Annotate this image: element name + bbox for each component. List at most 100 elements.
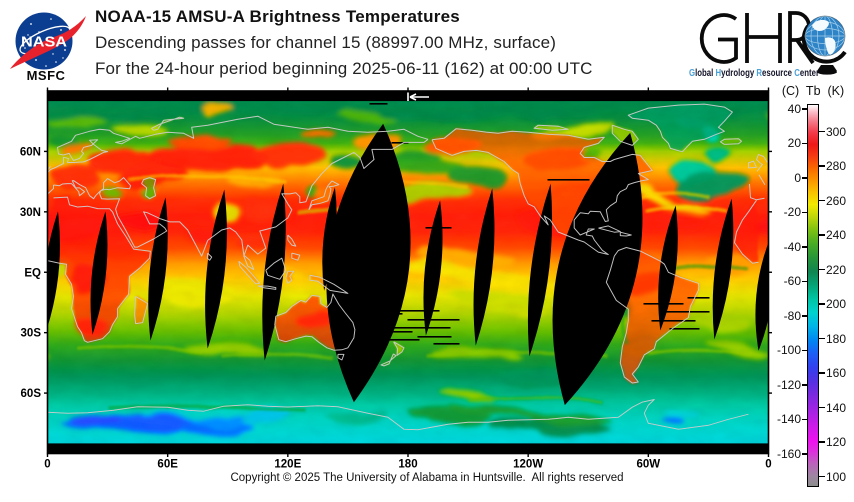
colorbar-tick-celsius [801, 108, 807, 110]
lat-tick-label: 60S [21, 388, 42, 400]
coastline-new-zealand-n [393, 341, 405, 356]
colorbar-label-kelvin: 180 [826, 331, 847, 346]
coastline-tasmania [337, 353, 345, 361]
coastline-borneo [265, 257, 287, 280]
colorbar-tick-kelvin [819, 475, 825, 478]
swath-gap-sliver [527, 183, 553, 357]
ghrc-globe-icon [801, 15, 847, 75]
missing-scanline [399, 310, 440, 312]
msfc-label: MSFC [26, 68, 66, 83]
map-field [0, 91, 769, 454]
page-title: NOAA-15 AMSU-A Brightness Temperatures [95, 7, 460, 26]
coastline-iceland [719, 138, 742, 145]
coastline-hispaniola [619, 231, 632, 237]
temperature-region [0, 105, 48, 117]
coastline-eurasia-south [0, 129, 44, 200]
coastline-greenland [0, 104, 11, 152]
colorbar-tick-celsius [801, 177, 807, 179]
land-fill-iceland [0, 139, 21, 145]
lon-tick-label: 180 [398, 459, 417, 471]
missing-scanline [433, 343, 460, 345]
colorbar-label-kelvin: 280 [826, 159, 847, 174]
missing-scanline [669, 328, 700, 330]
coastline-north-america [431, 128, 653, 255]
coastline-novaya-zemlya [151, 116, 185, 131]
colorbar-tick-kelvin [819, 337, 825, 340]
swath-gap-sliver [712, 198, 734, 340]
colorbar-label-celsius: -40 [783, 239, 801, 254]
missing-scanline [643, 303, 684, 305]
coastline-new-guinea [309, 274, 349, 294]
copyright-line: Copyright © 2025 The University of Alaba… [230, 472, 624, 484]
nasa-logo: NASA [10, 12, 86, 70]
colorbar-label-kelvin: 160 [826, 366, 847, 381]
coastline-philippines [287, 234, 297, 247]
swath-gap-sliver [47, 211, 60, 335]
coastline-eurasia-south [47, 128, 766, 201]
colorbar-tick-kelvin [819, 199, 825, 202]
colorbar-label-kelvin: 100 [826, 469, 847, 484]
swath-gap-sliver [322, 187, 337, 291]
subtitle-channel: Descending passes for channel 15 (88997.… [95, 33, 557, 52]
ghrc-tagline-text: Global Hydrology Resource Center [689, 68, 819, 79]
swath-gap-sliver [423, 200, 443, 336]
lat-tick-label: 60N [20, 146, 41, 158]
missing-scanline [352, 331, 413, 333]
colorbar-label-celsius: -120 [776, 377, 801, 392]
map-axes: 0 60E 120E 180 120W 60W 0 60N 30N EQ 30S 60S [20, 87, 772, 471]
temperature-region [0, 314, 22, 332]
colorbar-label-celsius: 20 [787, 136, 801, 151]
lat-tick-label: 30S [21, 328, 42, 340]
coastline-asia-pacific [53, 138, 429, 271]
missing-scanline [347, 313, 403, 315]
lon-tick-label: 0 [765, 459, 771, 471]
coastline-russia-arctic [155, 115, 429, 140]
colorbar [807, 104, 819, 487]
missing-scanline [339, 322, 388, 324]
coastline-australia [274, 293, 356, 351]
colorbar-label-kelvin: 200 [826, 297, 847, 312]
swath-gap-sliver [90, 211, 108, 335]
missing-scanline [391, 142, 409, 144]
land-fill-ireland [28, 161, 36, 168]
colorbar-label-kelvin: 140 [826, 400, 847, 415]
lon-tick-label: 120E [274, 459, 301, 471]
missing-scanline [369, 103, 388, 105]
swath-gap-large [326, 123, 411, 403]
colorbar-label-celsius: -60 [783, 274, 801, 289]
coastline-madagascar [134, 295, 149, 325]
swath-gap-sliver [658, 205, 678, 331]
missing-scanline [392, 327, 451, 329]
coastline-south-america [605, 247, 700, 384]
subtitle-period: For the 24-hour period beginning 2025-06… [95, 59, 593, 78]
colorbar-tick-celsius [801, 349, 807, 352]
coastline-sulawesi [285, 270, 295, 284]
colorbar-label-celsius: -100 [776, 343, 801, 358]
nasa-wordmark: NASA [21, 34, 67, 51]
colorbar-label-kelvin: 260 [826, 193, 847, 208]
swath-gap-large [552, 132, 643, 406]
temperature-region [47, 340, 50, 357]
colorbar-label-kelvin: 220 [826, 262, 847, 277]
colorbar-label-celsius: 0 [794, 170, 801, 185]
colorbar-tick-kelvin [819, 165, 825, 167]
coastline-greenland [627, 103, 733, 153]
colorbar-tick-celsius [801, 384, 807, 386]
coastline-antarctica [47, 399, 749, 431]
land-fill-greenland [0, 104, 11, 152]
colorbar-title: (C) Tb (K) [781, 84, 845, 98]
nasa-meatball-icon: NASA [10, 12, 86, 70]
swath-gap-sliver [755, 237, 769, 351]
coastline-ireland [28, 161, 36, 168]
ghrc-logo: Global Hydrology Resource Center [689, 11, 847, 79]
coastline-japan [308, 180, 340, 211]
missing-scanline [547, 179, 590, 181]
coastline-caspian-sea [141, 177, 157, 200]
colorbar-label-celsius: -160 [776, 446, 801, 461]
colorbar-label-kelvin: 240 [826, 228, 847, 243]
missing-scanline [607, 213, 622, 215]
temperature-region [0, 171, 28, 197]
swath-gap-sliver [205, 189, 227, 349]
coastline-baffin [611, 124, 639, 146]
colorbar-tick-celsius [801, 280, 807, 283]
